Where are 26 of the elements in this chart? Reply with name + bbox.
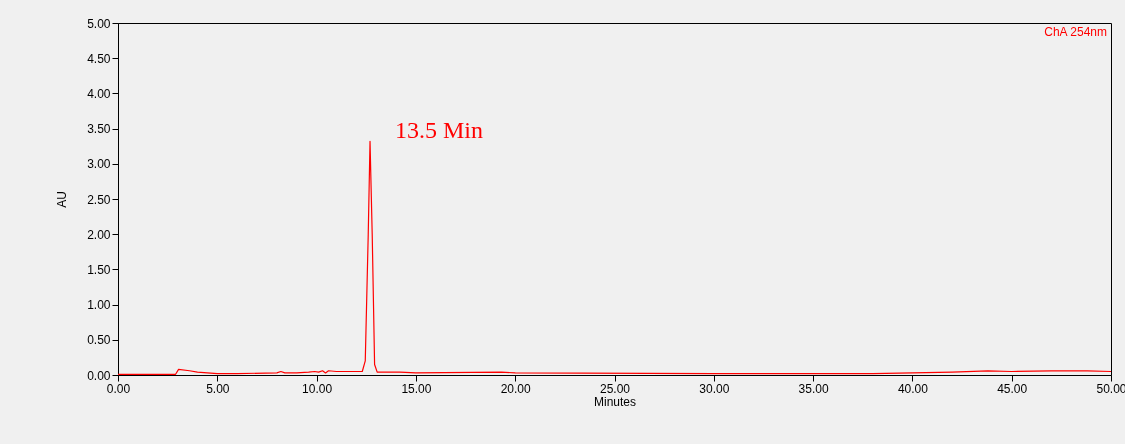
y-tick-label: 1.00 xyxy=(87,298,111,313)
y-tick-label: 0.00 xyxy=(87,368,111,383)
y-tick-label: 0.50 xyxy=(87,333,111,348)
x-tick-label: 15.00 xyxy=(401,381,432,396)
x-tick-label: 20.00 xyxy=(500,381,532,396)
y-tick-label: 5.00 xyxy=(87,16,111,31)
x-tick-label: 45.00 xyxy=(997,381,1028,396)
y-tick-label: 4.00 xyxy=(87,86,111,101)
x-tick-label: 10.00 xyxy=(302,381,333,396)
line-series xyxy=(118,140,1111,375)
x-tick-label: 30.00 xyxy=(699,381,730,396)
y-tick-label: 2.50 xyxy=(87,192,111,207)
y-tick-label: 1.50 xyxy=(87,262,111,277)
x-tick-label: 0.00 xyxy=(106,381,131,396)
x-tick-label: 35.00 xyxy=(798,381,829,396)
x-tick-label: 5.00 xyxy=(206,381,230,396)
y-axis-title: AU xyxy=(55,191,70,208)
x-tick-label: 40.00 xyxy=(897,381,929,396)
annotation: ChA 254nm xyxy=(1044,25,1107,39)
y-tick-label: 2.00 xyxy=(87,227,111,242)
y-tick-label: 3.00 xyxy=(87,157,111,172)
y-tick-label: 3.50 xyxy=(87,122,111,137)
x-tick-label: 25.00 xyxy=(599,381,631,396)
annotation: 13.5 Min xyxy=(395,117,484,144)
y-tick-label: 4.50 xyxy=(87,51,111,66)
x-axis-title: Minutes xyxy=(593,394,637,409)
